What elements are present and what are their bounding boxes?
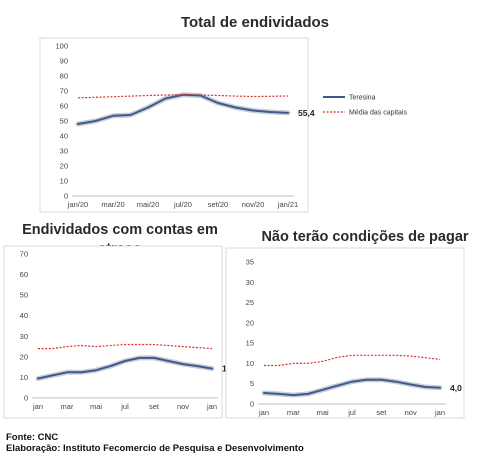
- end-value-label: 55,4: [298, 108, 315, 118]
- x-tick-label: jan/20: [67, 200, 88, 209]
- series-media-line: [264, 354, 441, 367]
- x-tick-label: set: [149, 402, 160, 411]
- series-teresina-line: [37, 356, 213, 380]
- y-tick-label: 50: [60, 117, 68, 126]
- series-media-line: [77, 94, 289, 99]
- series-media-line: [38, 343, 213, 350]
- x-tick-label: nov: [405, 408, 417, 417]
- y-tick-label: 30: [20, 332, 28, 341]
- x-tick-label: mai: [317, 408, 329, 417]
- chart1-title: Total de endividados: [180, 14, 330, 31]
- y-tick-label: 35: [246, 258, 254, 267]
- chart-1: 0 10 20 30 40 50 60 70 80 90 100 jan/20 mar/20 mai/20…: [39, 37, 407, 213]
- y-tick-label: 10: [20, 373, 28, 382]
- x-tick-label: jan: [206, 402, 217, 411]
- y-tick-label: 70: [20, 250, 28, 259]
- y-tick-label: 0: [64, 192, 68, 201]
- y-tick-label: 40: [20, 311, 28, 320]
- x-tick-label: mai/20: [137, 200, 160, 209]
- end-value-label: 4,0: [450, 383, 462, 393]
- y-tick-label: 60: [20, 270, 28, 279]
- x-tick-label: jan/21: [277, 200, 298, 209]
- series-teresina-line: [263, 378, 441, 397]
- x-tick-label: nov: [177, 402, 189, 411]
- x-tick-label: nov/20: [242, 200, 265, 209]
- y-tick-label: 50: [20, 291, 28, 300]
- x-tick-label: set: [376, 408, 387, 417]
- y-tick-label: 10: [246, 359, 254, 368]
- chart3-title: Não terão condições de pagar: [261, 229, 469, 245]
- x-tick-label: jan: [32, 402, 43, 411]
- y-tick-label: 20: [20, 352, 28, 361]
- y-tick-label: 90: [60, 57, 68, 66]
- x-tick-label: jul: [347, 408, 356, 417]
- x-tick-label: mar: [287, 408, 300, 417]
- y-tick-label: 40: [60, 132, 68, 141]
- x-tick-label: jul/20: [173, 200, 192, 209]
- y-tick-label: 10: [60, 177, 68, 186]
- y-tick-label: 30: [246, 278, 254, 287]
- x-tick-label: set/20: [208, 200, 228, 209]
- x-tick-label: jul: [120, 402, 129, 411]
- y-tick-label: 30: [60, 147, 68, 156]
- chart-frame: [225, 247, 465, 419]
- chart-frame: [3, 245, 223, 419]
- x-tick-label: mar: [61, 402, 74, 411]
- y-tick-label: 20: [60, 162, 68, 171]
- x-tick-label: mar/20: [101, 200, 124, 209]
- y-tick-label: 0: [250, 400, 254, 409]
- y-tick-label: 20: [246, 318, 254, 327]
- x-tick-label: jan: [434, 408, 445, 417]
- chart-3: 0 5 10 15 20 25 30 35 jan mar mai jul set nov jan 4,0: [225, 247, 465, 419]
- source-note: Fonte: CNC Elaboração: Instituto Fecomer…: [6, 432, 304, 454]
- y-tick-label: 80: [60, 72, 68, 81]
- y-tick-label: 5: [250, 379, 254, 388]
- y-tick-label: 25: [246, 298, 254, 307]
- y-tick-label: 60: [60, 102, 68, 111]
- x-tick-label: mai: [90, 402, 102, 411]
- source-line: Fonte: CNC: [6, 432, 59, 443]
- y-tick-label: 0: [24, 394, 28, 403]
- chart-2: 010203040506070janmarmaijulsetnovjan14,3: [3, 245, 239, 419]
- x-tick-label: jan: [258, 408, 269, 417]
- elaboration-line: Elaboração: Instituto Fecomercio de Pesq…: [6, 443, 304, 454]
- y-tick-label: 100: [55, 42, 68, 51]
- y-tick-label: 70: [60, 87, 68, 96]
- y-tick-label: 15: [246, 339, 254, 348]
- legend-media-label: Média das capitais: [349, 110, 407, 117]
- legend-teresina-label: Teresina: [349, 95, 376, 102]
